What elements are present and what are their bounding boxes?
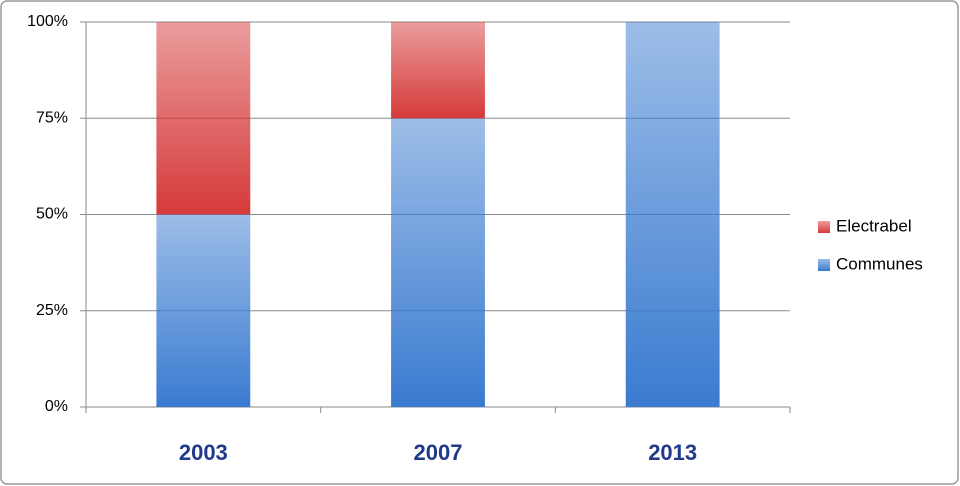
y-tick-label: 100% — [27, 13, 68, 30]
bar-segment — [391, 22, 485, 119]
x-tick-label: 2007 — [414, 440, 463, 465]
bar-segment — [391, 118, 485, 407]
y-tick-label: 75% — [36, 109, 68, 126]
bar-segment — [625, 22, 720, 407]
legend-swatch — [818, 221, 830, 233]
legend-label: Electrabel — [836, 216, 912, 235]
bar-segment — [156, 214, 251, 407]
legend-label: Communes — [836, 254, 923, 273]
legend-swatch — [818, 259, 830, 271]
x-tick-label: 2003 — [179, 440, 228, 465]
y-tick-label: 25% — [36, 302, 68, 319]
bar-segment — [156, 22, 251, 215]
x-tick-label: 2013 — [648, 440, 697, 465]
y-tick-label: 0% — [45, 398, 68, 415]
y-tick-label: 50% — [36, 206, 68, 223]
